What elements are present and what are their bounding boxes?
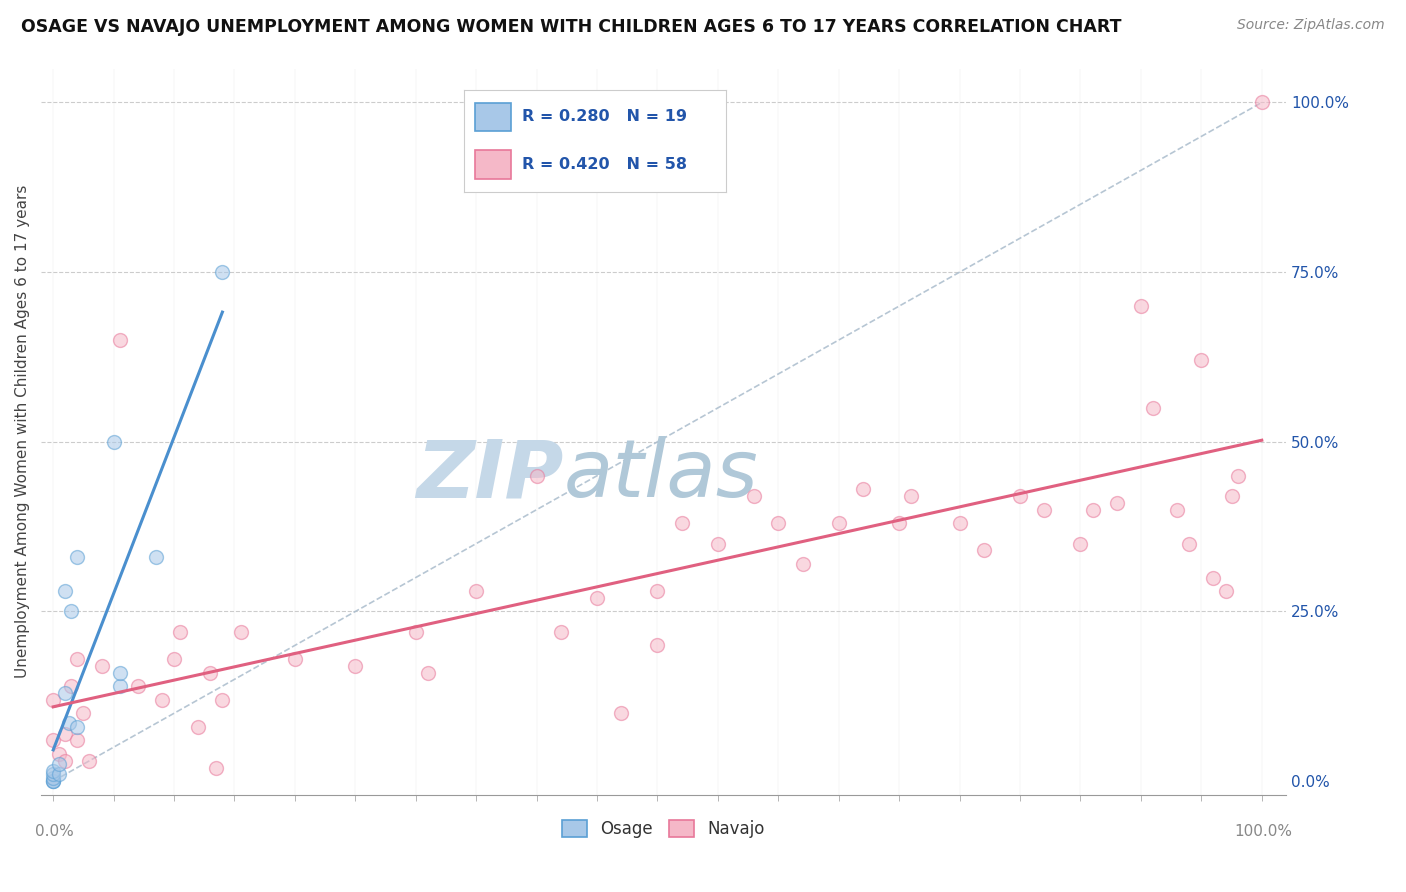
Point [792,557,814,571]
Point [53,754,76,768]
Point [852,483,875,497]
Point [1142,401,1164,415]
Point [42,764,65,778]
Point [550,624,572,639]
Point [1220,489,1243,503]
Point [1033,502,1056,516]
Point [66,550,89,565]
Point [229,624,252,639]
Point [53,726,76,740]
Point [163,652,186,666]
Point [60,604,83,618]
Point [1166,502,1188,516]
Point [145,550,167,565]
Point [828,516,851,531]
Point [1010,489,1032,503]
Point [42,774,65,789]
Point [1178,536,1201,550]
Point [1189,353,1212,368]
Text: ZIP: ZIP [416,436,564,514]
Point [1215,584,1237,599]
Text: 0.0%: 0.0% [35,823,73,838]
Point [1081,502,1104,516]
Point [889,516,911,531]
Point [671,516,693,531]
Point [90,658,112,673]
Point [416,665,439,680]
Point [768,516,790,531]
Point [200,665,222,680]
Point [610,706,633,721]
Point [72,706,94,721]
Point [42,774,65,789]
Point [42,767,65,781]
Point [647,639,669,653]
Point [150,692,173,706]
Point [284,652,307,666]
Text: atlas: atlas [564,436,759,514]
Point [1105,496,1128,510]
Point [1129,299,1152,313]
Point [742,489,765,503]
Point [586,591,609,605]
Point [66,652,89,666]
Text: 100.0%: 100.0% [1234,823,1292,838]
Point [103,434,125,449]
Point [48,757,70,772]
Text: OSAGE VS NAVAJO UNEMPLOYMENT AMONG WOMEN WITH CHILDREN AGES 6 TO 17 YEARS CORREL: OSAGE VS NAVAJO UNEMPLOYMENT AMONG WOMEN… [21,18,1122,36]
Point [1069,536,1091,550]
Legend: Osage, Navajo: Osage, Navajo [555,813,772,845]
Point [48,767,70,781]
Point [42,771,65,785]
Point [66,720,89,734]
Point [42,774,65,789]
Point [48,747,70,761]
Point [900,489,922,503]
Point [211,265,233,279]
Point [53,686,76,700]
Point [53,584,76,599]
Text: Source: ZipAtlas.com: Source: ZipAtlas.com [1237,18,1385,32]
Point [169,624,191,639]
Point [344,658,367,673]
Point [1250,95,1272,110]
Point [42,692,65,706]
Point [127,679,149,693]
Point [973,543,995,558]
Point [647,584,669,599]
Point [1202,570,1225,584]
Point [526,468,548,483]
Point [108,333,131,347]
Point [949,516,972,531]
Point [1226,468,1249,483]
Point [58,716,80,731]
Point [42,733,65,747]
Point [405,624,427,639]
Y-axis label: Unemployment Among Women with Children Ages 6 to 17 years: Unemployment Among Women with Children A… [15,185,30,678]
Point [707,536,730,550]
Point [211,692,233,706]
Point [187,720,209,734]
Point [60,679,83,693]
Point [108,665,131,680]
Point [465,584,488,599]
Point [79,754,101,768]
Point [108,679,131,693]
Point [205,760,228,774]
Point [66,733,89,747]
